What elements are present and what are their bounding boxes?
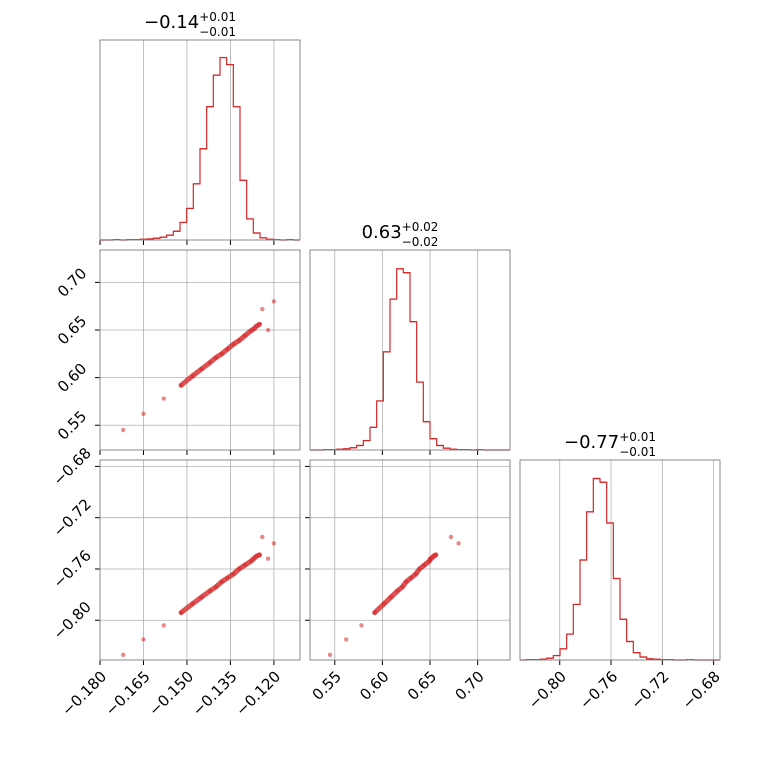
sample-point bbox=[120, 427, 126, 433]
sample-point bbox=[327, 652, 333, 658]
x-tick-label: −0.180 bbox=[58, 668, 110, 720]
sample-point bbox=[456, 541, 461, 546]
panel-frame bbox=[99, 39, 301, 241]
title-upper: +0.01 bbox=[619, 430, 656, 444]
x-tick-label: 0.60 bbox=[356, 668, 392, 704]
title-lower: −0.01 bbox=[619, 445, 656, 459]
y-tick-label: −0.72 bbox=[50, 495, 95, 540]
title-upper: +0.01 bbox=[199, 10, 236, 24]
y-tick-label: −0.80 bbox=[50, 598, 95, 643]
histogram-outline bbox=[100, 56, 300, 241]
panel bbox=[95, 249, 301, 455]
density-contour bbox=[178, 321, 262, 388]
histogram-outline bbox=[310, 268, 510, 451]
panel bbox=[305, 459, 511, 665]
y-tick-label: 0.60 bbox=[54, 360, 90, 396]
title-value: −0.77 bbox=[564, 432, 619, 453]
panel: 0.63+0.02−0.02 bbox=[309, 220, 511, 455]
panel-frame bbox=[519, 459, 721, 661]
x-tick-label: −0.72 bbox=[627, 668, 672, 713]
x-tick-label: −0.135 bbox=[189, 668, 241, 720]
title-value: 0.63 bbox=[362, 222, 402, 243]
x-tick-label: 0.65 bbox=[404, 668, 440, 704]
sample-point bbox=[141, 411, 146, 417]
x-tick-label: −0.150 bbox=[145, 668, 197, 720]
y-tick-label: 0.55 bbox=[54, 407, 90, 443]
y-tick-label: −0.76 bbox=[50, 547, 95, 592]
panel-frame bbox=[99, 249, 301, 451]
x-tick-label: −0.68 bbox=[679, 668, 724, 713]
title-lower: −0.01 bbox=[199, 25, 236, 39]
sample-point bbox=[120, 652, 126, 658]
x-tick-label: −0.76 bbox=[576, 668, 621, 713]
panel: −0.14+0.01−0.01 bbox=[99, 10, 301, 245]
sample-point bbox=[343, 637, 349, 642]
sample-point bbox=[161, 623, 166, 628]
panel bbox=[95, 459, 301, 665]
title-lower: −0.02 bbox=[402, 235, 439, 249]
panel: −0.77+0.01−0.01 bbox=[519, 430, 721, 665]
sample-point bbox=[448, 534, 454, 540]
panel-frame bbox=[309, 459, 511, 661]
y-tick-label: 0.70 bbox=[54, 264, 90, 300]
panel-frame bbox=[99, 459, 301, 661]
sample-point bbox=[359, 623, 364, 628]
panel-title: −0.77+0.01 bbox=[564, 430, 656, 453]
panel-title: −0.14+0.01 bbox=[144, 10, 236, 33]
density-contour bbox=[372, 552, 439, 616]
y-tick-label: 0.65 bbox=[54, 312, 90, 348]
title-upper: +0.02 bbox=[402, 220, 439, 234]
x-tick-label: −0.165 bbox=[102, 668, 154, 720]
x-tick-label: 0.70 bbox=[452, 668, 488, 704]
y-tick-label: −0.68 bbox=[50, 444, 95, 489]
sample-point bbox=[260, 534, 265, 540]
sample-point bbox=[265, 327, 271, 333]
density-contour bbox=[178, 552, 262, 616]
x-tick-label: −0.80 bbox=[525, 668, 570, 713]
x-tick-label: −0.120 bbox=[232, 668, 284, 720]
x-tick-label: 0.55 bbox=[309, 668, 345, 704]
histogram-outline bbox=[520, 477, 720, 661]
sample-point bbox=[271, 541, 277, 546]
panel-frame bbox=[309, 249, 511, 451]
sample-point bbox=[265, 556, 271, 561]
title-value: −0.14 bbox=[144, 12, 199, 33]
sample-point bbox=[260, 306, 265, 312]
sample-point bbox=[161, 396, 166, 401]
sample-point bbox=[141, 637, 146, 642]
sample-point bbox=[271, 299, 277, 304]
panel-title: 0.63+0.02 bbox=[362, 220, 439, 243]
